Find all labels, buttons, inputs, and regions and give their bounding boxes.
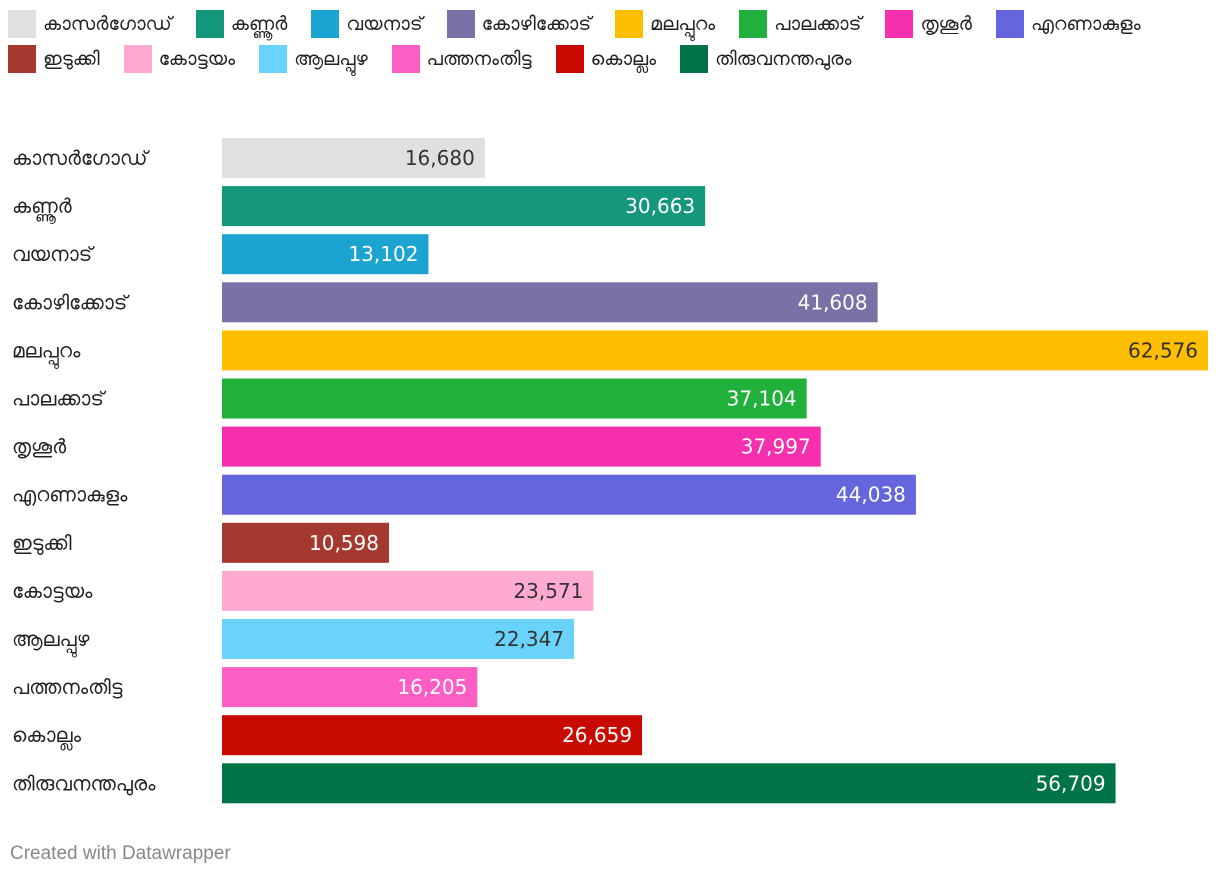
legend-swatch bbox=[885, 10, 914, 38]
legend-label: വയനാട് bbox=[346, 13, 423, 35]
legend-item: എറണാകുളം bbox=[995, 10, 1141, 38]
legend-swatch bbox=[615, 10, 644, 38]
category-label: എറണാകുളം bbox=[12, 483, 128, 507]
legend-label: കോട്ടയം bbox=[158, 48, 236, 70]
value-label: 41,608 bbox=[798, 290, 868, 314]
value-label: 16,680 bbox=[405, 146, 475, 170]
bar bbox=[222, 715, 643, 756]
category-label: കോട്ടയം bbox=[12, 579, 93, 603]
category-label: പാലക്കാട് bbox=[12, 387, 107, 411]
legend-swatch bbox=[739, 10, 768, 38]
legend-item: പാലക്കാട് bbox=[739, 10, 861, 38]
category-label: മലപ്പുറം bbox=[12, 338, 81, 369]
bar bbox=[222, 378, 807, 419]
legend-item: കണ്ണൂർ bbox=[195, 10, 288, 38]
legend-swatch bbox=[446, 10, 475, 38]
legend-swatch bbox=[680, 45, 709, 73]
legend-label: കണ്ണൂർ bbox=[230, 13, 288, 35]
bar bbox=[222, 234, 429, 275]
value-label: 44,038 bbox=[836, 483, 906, 507]
legend-item: തിരുവനന്തപുരം bbox=[680, 45, 852, 73]
bar bbox=[222, 522, 389, 563]
legend-label: മലപ്പുറം bbox=[650, 13, 716, 35]
value-label: 23,571 bbox=[513, 579, 583, 603]
legend-item: ആലപ്പുഴ bbox=[259, 45, 368, 73]
legend-label: ആലപ്പുഴ bbox=[294, 48, 368, 70]
legend-label: തിരുവനന്തപുരം bbox=[715, 48, 852, 70]
value-label: 37,104 bbox=[727, 387, 797, 411]
bar bbox=[222, 186, 706, 227]
value-label: 26,659 bbox=[562, 723, 632, 747]
category-label: വയനാട് bbox=[12, 242, 95, 266]
legend: കാസർഗോഡ് കണ്ണൂർ വയനാട് കോഴിക്കോട് മലപ്പുറം പാ… bbox=[8, 10, 1213, 73]
bar bbox=[222, 138, 485, 178]
bar bbox=[222, 763, 1116, 804]
value-label: 62,576 bbox=[1128, 338, 1198, 362]
bar bbox=[222, 570, 594, 611]
legend-label: എറണാകുളം bbox=[1030, 13, 1141, 35]
category-label: കൊല്ലം bbox=[12, 723, 82, 750]
category-label: ഇടുക്കി bbox=[12, 531, 72, 555]
legend-swatch bbox=[391, 45, 420, 73]
legend-label: കോഴിക്കോട് bbox=[481, 13, 592, 35]
category-label: പത്തനംതിട്ട bbox=[12, 675, 123, 699]
bar bbox=[222, 282, 878, 323]
value-label: 10,598 bbox=[309, 531, 379, 555]
value-label: 16,205 bbox=[397, 675, 467, 699]
legend-swatch bbox=[195, 10, 224, 38]
value-label: 56,709 bbox=[1036, 771, 1106, 795]
legend-swatch bbox=[123, 45, 152, 73]
value-label: 22,347 bbox=[494, 627, 564, 651]
category-label: തിരുവനന്തപുരം bbox=[12, 771, 156, 795]
bar bbox=[222, 330, 1208, 371]
value-label: 37,997 bbox=[741, 435, 811, 459]
legend-item: കോട്ടയം bbox=[123, 45, 236, 73]
legend-item: ഇടുക്കി bbox=[8, 45, 100, 73]
legend-item: വയനാട് bbox=[311, 10, 423, 38]
legend-item: കൊല്ലം bbox=[555, 45, 657, 73]
legend-label: പാലക്കാട് bbox=[774, 13, 862, 35]
legend-item: കോഴിക്കോട് bbox=[446, 10, 592, 38]
legend-label: കാസർഗോഡ് bbox=[43, 13, 172, 35]
value-label: 30,663 bbox=[625, 194, 695, 218]
category-label: കോഴിക്കോട് bbox=[12, 290, 131, 314]
category-label: കണ്ണൂർ bbox=[12, 194, 72, 224]
legend-swatch bbox=[259, 45, 288, 73]
category-label: തൃശൂർ bbox=[12, 435, 66, 459]
legend-label: തൃശൂർ bbox=[920, 13, 972, 35]
legend-swatch bbox=[8, 45, 36, 73]
legend-swatch bbox=[8, 10, 36, 38]
bar bbox=[222, 426, 821, 467]
category-label: കാസർഗോഡ് bbox=[12, 146, 151, 170]
legend-item: കാസർഗോഡ് bbox=[8, 10, 172, 38]
legend-label: ഇടുക്കി bbox=[43, 48, 100, 70]
value-label: 13,102 bbox=[348, 242, 418, 266]
legend-label: പത്തനംതിട്ട bbox=[426, 48, 532, 70]
legend-item: പത്തനംതിട്ട bbox=[391, 45, 532, 73]
legend-swatch bbox=[995, 10, 1024, 38]
bar bbox=[222, 474, 916, 515]
legend-label: കൊല്ലം bbox=[590, 48, 657, 70]
footer-credit[interactable]: Created with Datawrapper bbox=[10, 843, 231, 864]
legend-item: മലപ്പുറം bbox=[615, 10, 715, 38]
bar bbox=[222, 667, 478, 708]
legend-swatch bbox=[311, 10, 340, 38]
legend-item: തൃശൂർ bbox=[885, 10, 972, 38]
category-label: ആലപ്പുഴ bbox=[12, 627, 90, 658]
bar bbox=[222, 619, 575, 659]
legend-swatch bbox=[555, 45, 584, 73]
